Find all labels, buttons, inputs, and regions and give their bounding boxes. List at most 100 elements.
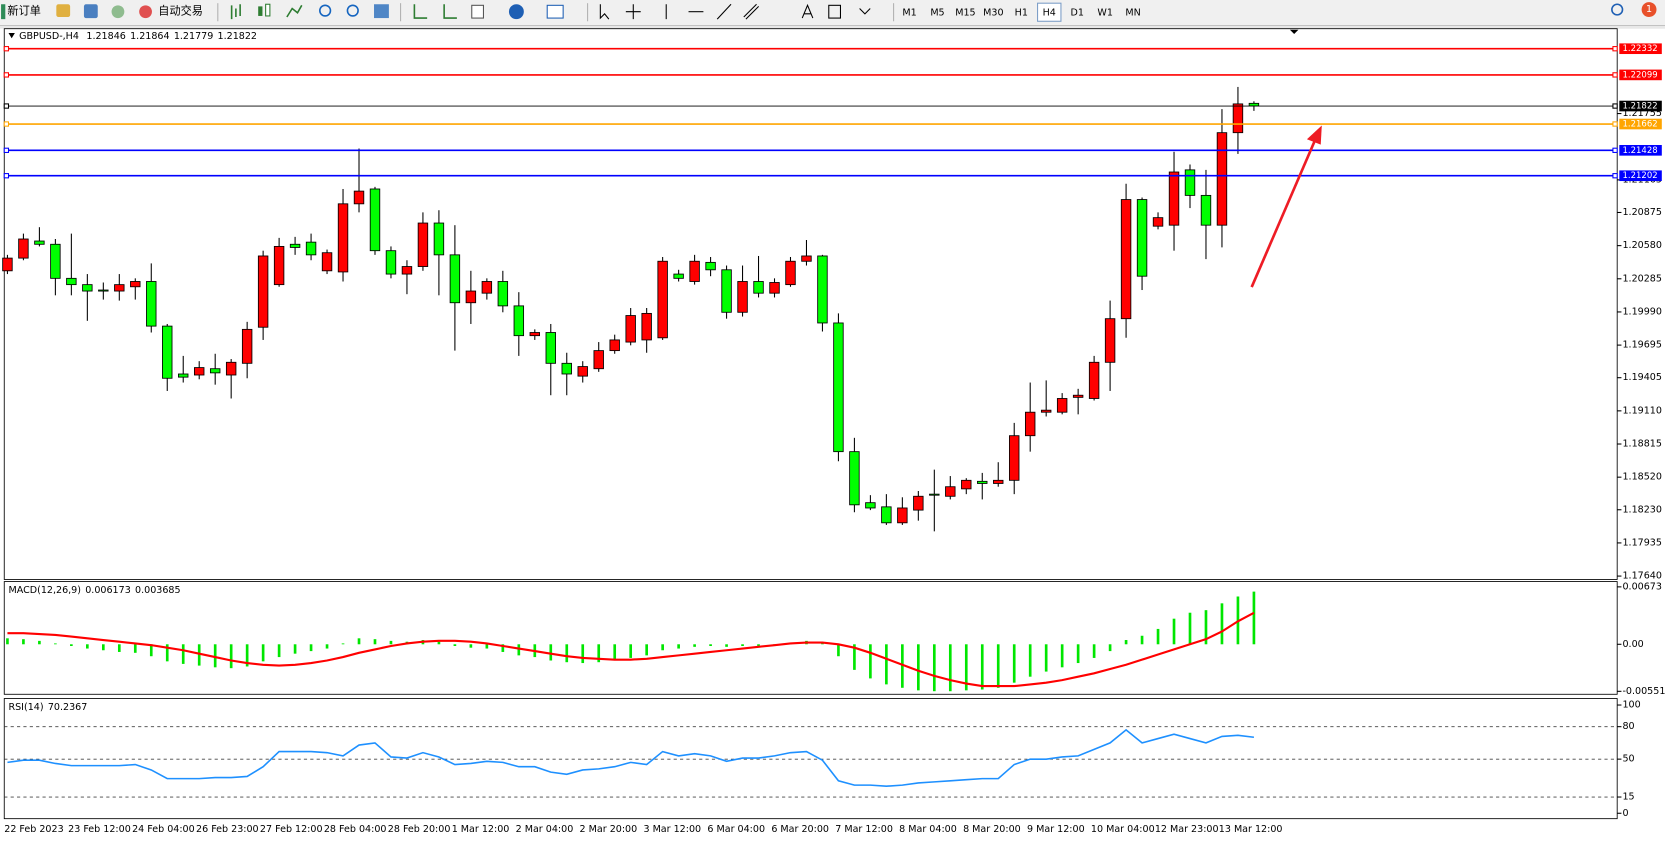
candle-body [1216,132,1228,226]
rsi-line [7,728,1255,788]
icon-autoscroll[interactable] [413,4,428,19]
macd-bar [70,644,73,646]
icon-crosshair[interactable] [625,4,641,20]
arrow-head [1306,125,1322,145]
new-order-icon [1,4,6,20]
icon-search[interactable] [1611,3,1624,16]
timeframe-button[interactable]: D1 [1070,7,1083,18]
candle-body [689,260,700,282]
icon-channel[interactable] [743,3,760,20]
macd-bar [869,644,872,679]
toolbar [0,0,1665,26]
candle-body [1040,409,1052,413]
candle-body [1136,199,1148,277]
x-tick-label: 3 Mar 12:00 [643,824,701,835]
icon-tile[interactable] [374,4,389,19]
indicator-header: RSI(14) 70.2367 [9,702,88,713]
icon-zoom-in[interactable] [319,4,332,17]
icon-auto-trading[interactable] [139,5,152,19]
candle-body [50,243,61,279]
x-tick-label: 2 Mar 20:00 [580,824,638,835]
macd-bar [277,644,281,658]
level-label: 1.21202 [1622,171,1657,181]
icon-candles[interactable] [258,6,263,16]
timeframe-button[interactable]: M5 [930,7,944,18]
timeframe-button[interactable]: M1 [902,7,916,18]
header-icon [8,32,15,39]
candle-body [273,245,285,286]
macd-bar [325,644,329,649]
candle-body [1088,361,1100,399]
icon-bar-chart[interactable] [230,4,241,20]
level-handle [3,147,10,153]
signal-line [7,611,1255,688]
timeframe-button[interactable]: W1 [1097,7,1113,18]
candle-body [1024,411,1036,437]
level-handle [1612,173,1618,179]
x-tick-label: 27 Feb 12:00 [260,824,323,835]
y-tick-label: 1.19990 [1622,306,1661,317]
icon-zoom-out[interactable] [346,4,359,17]
level-label: 1.21822 [1622,102,1657,112]
timeframe-button[interactable]: M15 [955,7,975,18]
macd-bar [1060,644,1064,668]
level-label-bg [1619,100,1662,112]
macd-bar [1252,591,1256,645]
timeframe-button[interactable]: MN [1125,7,1140,18]
icon-trendline[interactable] [716,3,732,20]
auto-trading-button[interactable]: 自动交易 [158,4,203,18]
x-tick-label: 8 Mar 20:00 [963,824,1021,835]
candle-body [1184,169,1196,196]
macd-bar [197,644,201,666]
icon-profiles[interactable] [83,4,98,19]
new-order-button[interactable]: 新订单 [1,4,41,20]
ohlc-value: 1.21864 [130,31,169,42]
macd-bar [885,644,888,685]
notification-badge[interactable] [1641,2,1657,18]
icon-line-chart[interactable] [286,4,303,18]
icon-label[interactable] [828,4,842,19]
icon-templates[interactable] [546,4,564,19]
auto-trading-label[interactable]: 自动交易 [158,4,203,18]
x-tick-label: 7 Mar 12:00 [835,824,893,835]
candle-body [401,266,413,275]
y-tick-label: 1.17640 [1622,571,1661,582]
icon-periods[interactable] [508,4,524,20]
macd-bar [725,644,728,647]
timeframe-button[interactable]: M30 [983,7,1003,18]
macd-bar [101,644,105,651]
timeframe-button[interactable]: H4 [1043,7,1056,18]
macd-bar [1188,612,1192,645]
icon-candles-2[interactable] [265,3,271,17]
chart-header: GBPUSD-,H4 1.21846 1.21864 1.21779 1.21822 [19,31,257,42]
candle-body [34,240,45,245]
chart-area: 1.217551.211651.208751.205801.202851.199… [2,28,1665,835]
icon-indicators[interactable] [471,4,484,19]
macd-bar [709,644,712,646]
toolbar-icons [56,3,1624,22]
level-handle [1612,72,1618,78]
icon-text[interactable] [801,3,814,19]
macd-bar [1012,644,1016,683]
icon-market[interactable] [111,5,125,19]
icon-shift[interactable] [443,4,457,19]
annotation-arrow [1250,125,1322,288]
macd-bar [677,644,680,649]
macd-bar [86,644,89,649]
level-handle [1612,121,1618,127]
toolbar-gap [0,25,1665,29]
icon-cursor[interactable] [599,4,610,20]
icon-arrows[interactable] [859,8,871,15]
icon-folder[interactable] [56,4,71,18]
macd-bar [1092,644,1096,658]
candle-body [66,277,77,286]
new-order-label[interactable]: 新订单 [7,4,40,18]
timeframe-button[interactable]: H1 [1015,7,1028,18]
y-tick-label: 1.19695 [1622,340,1661,351]
candle-body [305,241,317,256]
candle-body [945,486,956,497]
y-tick-label: 50 [1622,754,1634,765]
y-tick-label: 1.21755 [1622,108,1661,119]
symbol: GBPUSD-,H4 [19,31,79,42]
candle-body [993,479,1004,484]
